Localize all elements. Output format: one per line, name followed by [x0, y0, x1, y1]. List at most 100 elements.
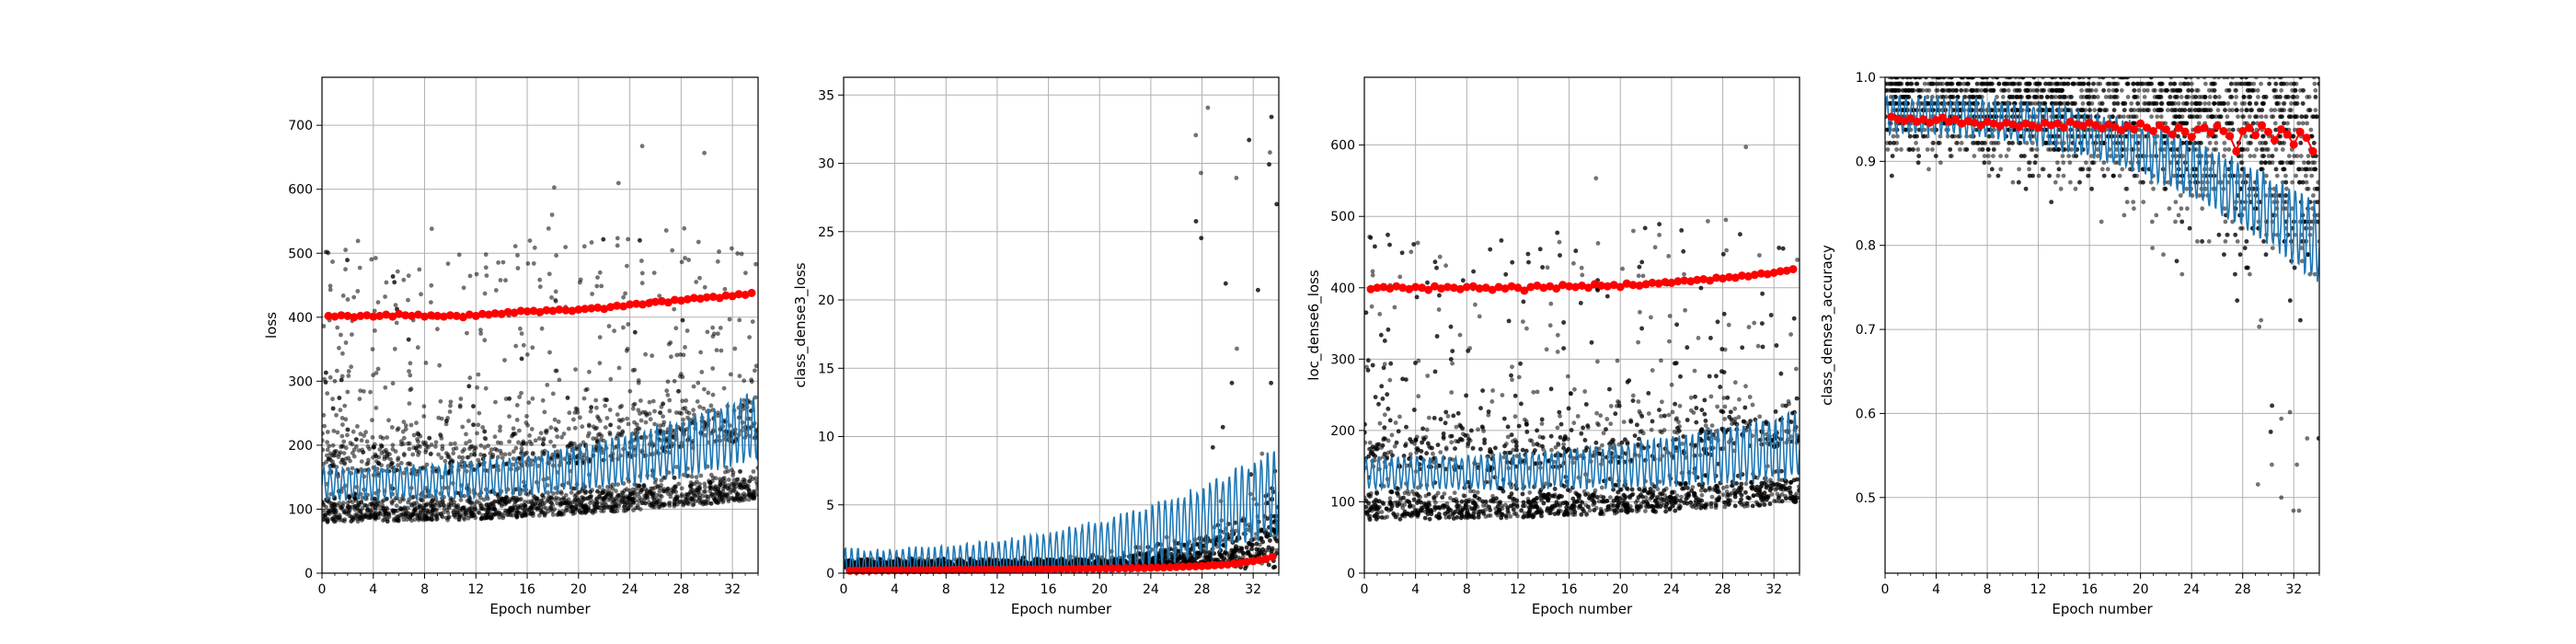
scatter-point — [511, 506, 515, 512]
scatter-point — [384, 447, 388, 453]
scatter-point — [350, 332, 354, 337]
scatter-point — [617, 501, 622, 506]
scatter-point — [697, 275, 702, 281]
scatter-point — [581, 244, 587, 249]
scatter-point — [617, 492, 623, 498]
scatter-point — [492, 500, 498, 504]
scatter-point — [751, 469, 756, 474]
scatter-point — [542, 513, 547, 518]
scatter-point — [607, 430, 613, 435]
scatter-point — [533, 438, 538, 443]
scatter-point — [527, 433, 532, 438]
scatter-point — [358, 431, 363, 437]
scatter-point — [401, 470, 407, 476]
epoch-point — [651, 297, 660, 306]
scatter-point — [342, 517, 348, 522]
scatter-point — [455, 503, 461, 508]
scatter-point — [322, 438, 325, 443]
scatter-point — [357, 397, 362, 401]
scatter-point — [528, 499, 534, 504]
scatter-point — [483, 385, 489, 391]
scatter-point — [467, 375, 473, 381]
scatter-point — [626, 322, 631, 327]
scatter-point — [542, 409, 547, 415]
scatter-point — [537, 284, 543, 290]
scatter-point — [393, 449, 398, 454]
scatter-point — [550, 391, 556, 397]
scatter-point — [688, 480, 694, 485]
scatter-point — [728, 490, 733, 495]
epoch-point — [696, 294, 705, 304]
scatter-point — [682, 225, 687, 231]
scatter-point — [442, 502, 446, 508]
scatter-point — [565, 396, 570, 400]
scatter-point — [395, 514, 399, 519]
scatter-point — [458, 498, 464, 502]
scatter-point — [493, 288, 499, 293]
scatter-point — [401, 435, 407, 441]
scatter-point — [375, 366, 381, 372]
scatter-point — [615, 180, 621, 186]
scatter-point — [328, 374, 333, 380]
scatter-point — [511, 426, 516, 431]
epoch-point — [523, 307, 532, 316]
scatter-point — [461, 515, 466, 521]
scatter-point — [351, 447, 357, 453]
scatter-point — [636, 380, 641, 385]
scatter-point — [742, 485, 747, 489]
scatter-point — [535, 507, 540, 512]
scatter-point — [679, 486, 684, 491]
scatter-point — [398, 439, 404, 444]
scatter-point — [594, 439, 600, 444]
scatter-point — [500, 513, 506, 519]
scatter-point — [524, 352, 530, 357]
scatter-point — [357, 265, 362, 270]
scatter-point — [322, 508, 327, 513]
scatter-point — [475, 431, 479, 436]
scatter-point — [536, 512, 542, 518]
scatter-point — [643, 500, 648, 506]
scatter-point — [471, 404, 476, 408]
scatter-point — [341, 451, 347, 455]
scatter-point — [468, 452, 474, 457]
scatter-point — [364, 439, 370, 444]
scatter-point — [351, 294, 357, 300]
scatter-point — [556, 420, 561, 424]
scatter-point — [1235, 346, 1239, 351]
scatter-point — [753, 476, 758, 481]
scatter-point — [338, 408, 343, 413]
scatter-point — [511, 512, 515, 518]
scatter-point — [461, 285, 466, 291]
scatter-point — [362, 389, 366, 394]
scatter-point — [429, 282, 434, 288]
scatter-point — [397, 499, 403, 504]
tick-label-y-4: 400 — [288, 311, 313, 326]
scatter-point — [473, 506, 477, 512]
scatter-point — [513, 445, 519, 451]
scatter-point — [621, 294, 626, 300]
scatter-point — [370, 347, 375, 351]
scatter-point — [498, 424, 502, 430]
scatter-point — [746, 497, 752, 502]
scatter-point — [434, 514, 439, 519]
scatter-point — [345, 500, 351, 505]
scatter-point — [420, 465, 426, 470]
scatter-point — [337, 452, 342, 457]
scatter-point — [470, 513, 475, 519]
scatter-point — [580, 424, 585, 430]
scatter-point — [592, 501, 597, 506]
scatter-point — [503, 278, 508, 283]
scatter-point — [559, 491, 564, 496]
scatter-point — [417, 450, 421, 454]
scatter-point — [683, 256, 687, 260]
epoch-point — [548, 306, 558, 316]
scatter-point — [374, 406, 379, 410]
scatter-point — [597, 361, 603, 366]
scatter-point — [732, 346, 738, 351]
scatter-point — [654, 501, 659, 507]
tick-label-y-6: 600 — [288, 183, 313, 198]
scatter-point — [343, 417, 349, 422]
scatter-point — [1263, 547, 1269, 553]
scatter-point — [599, 283, 604, 289]
